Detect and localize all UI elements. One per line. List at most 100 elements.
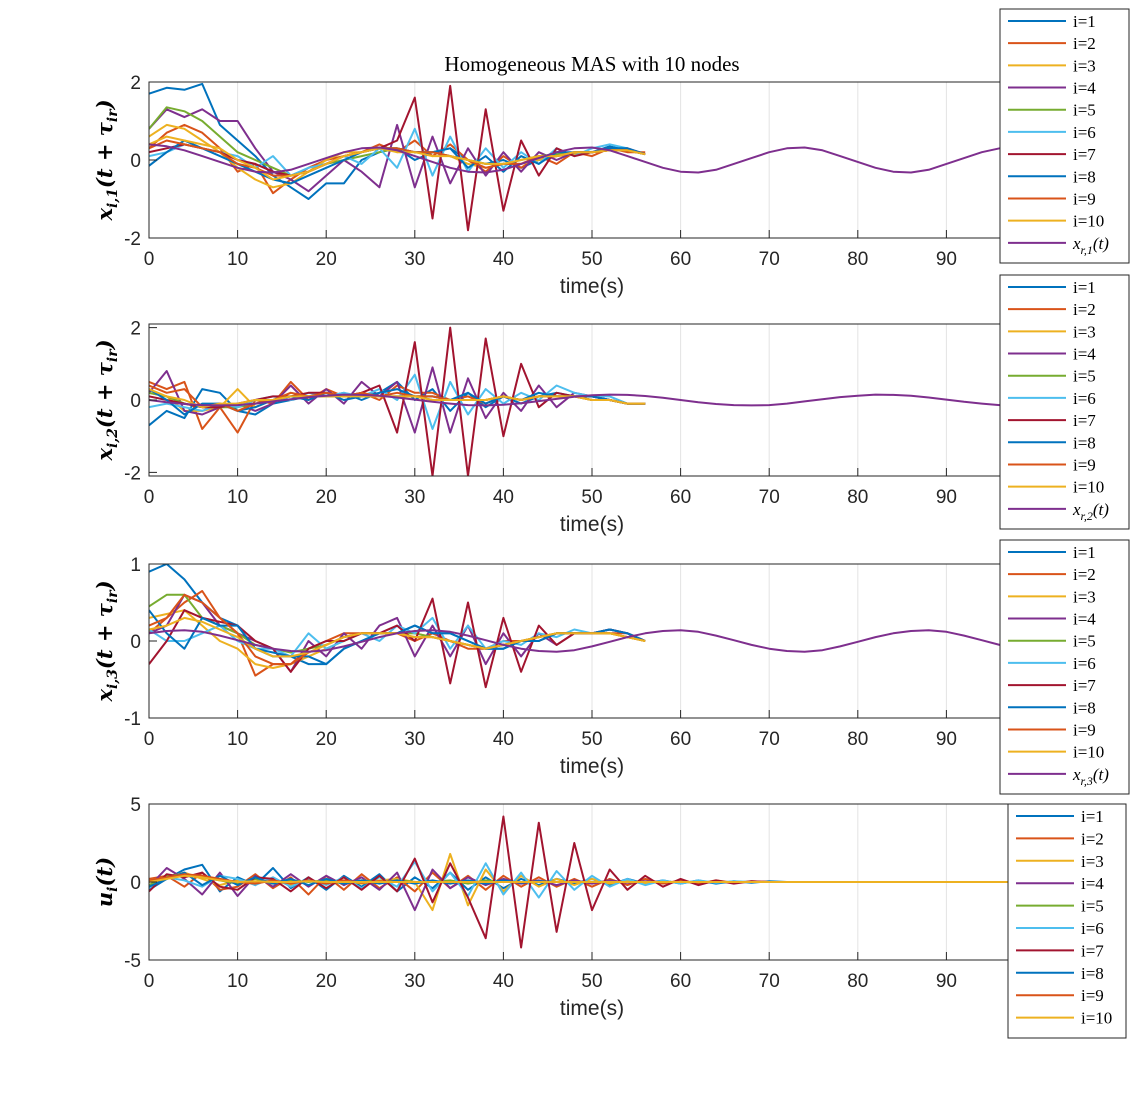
series-line-11 — [149, 143, 1035, 174]
legend: i=1 i=2 i=3 i=4 i=5 i=6 i=7 i=8 i=9 i=10 xr,1​(t) — [999, 8, 1130, 264]
x-tick-label: 20 — [316, 249, 337, 270]
legend-label-8: i=8 — [1073, 167, 1096, 186]
x-tick-label: 20 — [316, 487, 337, 508]
series-group — [149, 326, 1035, 476]
legend-label-1: i=1 — [1073, 543, 1096, 562]
legend-box — [999, 274, 1130, 530]
x-tick-label: 60 — [670, 971, 691, 992]
y-tick-label: 2 — [130, 319, 141, 340]
series-line-11 — [149, 629, 1035, 653]
legend-label-7: i=7 — [1073, 676, 1096, 695]
x-tick-label: 0 — [144, 971, 155, 992]
x-tick-label: 0 — [144, 249, 155, 270]
y-tick-label: 2 — [130, 73, 141, 94]
legend-label-8: i=8 — [1073, 433, 1096, 452]
subplot-4: 0102030405060708090-505time(s)ui​(t)i=1i… — [92, 795, 1127, 1039]
legend-label-1: i=1 — [1081, 807, 1104, 826]
legend-label-4: i=4 — [1073, 345, 1096, 364]
x-tick-label: 90 — [936, 729, 957, 750]
x-tick-label: 30 — [404, 729, 425, 750]
y-tick-label: -1 — [124, 709, 141, 730]
x-axis-label: time(s) — [560, 275, 624, 298]
legend-label-3: i=3 — [1073, 56, 1096, 75]
y-tick-label: 5 — [130, 795, 141, 816]
y-axis-label: xi,3​(t + τir​) — [92, 580, 121, 702]
legend-label-6: i=6 — [1073, 123, 1096, 142]
x-tick-label: 90 — [936, 971, 957, 992]
x-axis-label: time(s) — [560, 513, 624, 536]
x-tick-label: 50 — [581, 249, 602, 270]
legend: i=1 i=2 i=3 i=4 i=5 i=6 i=7 i=8 i=9 i=10 xr,2​(t) — [999, 274, 1130, 530]
x-axis-label: time(s) — [560, 997, 624, 1020]
y-tick-label: -2 — [124, 229, 141, 250]
x-tick-label: 60 — [670, 249, 691, 270]
x-tick-label: 30 — [404, 971, 425, 992]
x-axis-label: time(s) — [560, 755, 624, 778]
legend-label-8: i=8 — [1081, 964, 1104, 983]
x-tick-label: 60 — [670, 487, 691, 508]
y-tick-label: 0 — [130, 151, 141, 172]
legend-label-11: xr,3​(t) — [1072, 765, 1109, 788]
x-tick-label: 90 — [936, 249, 957, 270]
legend-label-4: i=4 — [1073, 79, 1096, 98]
legend-label-7: i=7 — [1081, 941, 1104, 960]
y-tick-label: 0 — [130, 391, 141, 412]
legend-label-4: i=4 — [1081, 874, 1104, 893]
legend-label-8: i=8 — [1073, 698, 1096, 717]
legend-label-9: i=9 — [1073, 455, 1096, 474]
x-tick-label: 20 — [316, 729, 337, 750]
legend-label-3: i=3 — [1081, 852, 1104, 871]
x-tick-label: 20 — [316, 971, 337, 992]
figure-title: Homogeneous MAS with 10 nodes — [444, 52, 739, 76]
x-tick-label: 80 — [847, 249, 868, 270]
x-tick-label: 40 — [493, 729, 514, 750]
legend: i=1 i=2 i=3 i=4 i=5 i=6 i=7 i=8 i=9 i=10 xr,3​(t) — [999, 539, 1130, 795]
x-tick-label: 30 — [404, 249, 425, 270]
x-tick-label: 70 — [759, 487, 780, 508]
series-line-7 — [149, 597, 646, 689]
legend-label-5: i=5 — [1081, 897, 1104, 916]
x-tick-label: 60 — [670, 729, 691, 750]
series-line-10 — [149, 874, 1035, 883]
legend-label-3: i=3 — [1073, 322, 1096, 341]
legend-box — [999, 539, 1130, 795]
legend-label-9: i=9 — [1073, 720, 1096, 739]
x-tick-label: 10 — [227, 249, 248, 270]
series-group — [149, 82, 1035, 232]
legend-label-11: xr,2​(t) — [1072, 500, 1109, 523]
x-tick-label: 0 — [144, 729, 155, 750]
legend-label-6: i=6 — [1081, 919, 1104, 938]
legend-label-5: i=5 — [1073, 101, 1096, 120]
x-tick-label: 10 — [227, 729, 248, 750]
x-tick-label: 50 — [581, 971, 602, 992]
x-tick-label: 40 — [493, 971, 514, 992]
x-tick-label: 50 — [581, 729, 602, 750]
legend-label-11: xr,1​(t) — [1072, 234, 1109, 257]
x-tick-label: 90 — [936, 487, 957, 508]
series-group — [149, 815, 1035, 949]
legend-label-1: i=1 — [1073, 278, 1096, 297]
legend-label-5: i=5 — [1073, 367, 1096, 386]
y-tick-label: 1 — [130, 555, 141, 576]
legend-label-2: i=2 — [1073, 565, 1096, 584]
y-tick-label: 0 — [130, 873, 141, 894]
y-axis-label: ui​(t) — [92, 857, 121, 907]
series-line-10 — [149, 388, 646, 409]
y-axis-label: xi,1​(t + τir​) — [92, 99, 121, 221]
series-group — [149, 564, 1035, 689]
legend-label-6: i=6 — [1073, 654, 1096, 673]
legend-label-10: i=10 — [1073, 743, 1104, 762]
legend-label-10: i=10 — [1073, 212, 1104, 231]
legend-label-10: i=10 — [1081, 1009, 1112, 1028]
x-tick-label: 80 — [847, 971, 868, 992]
legend-label-3: i=3 — [1073, 587, 1096, 606]
x-tick-label: 80 — [847, 487, 868, 508]
legend-label-2: i=2 — [1073, 300, 1096, 319]
x-tick-label: 10 — [227, 971, 248, 992]
legend-label-7: i=7 — [1073, 411, 1096, 430]
x-tick-label: 70 — [759, 249, 780, 270]
